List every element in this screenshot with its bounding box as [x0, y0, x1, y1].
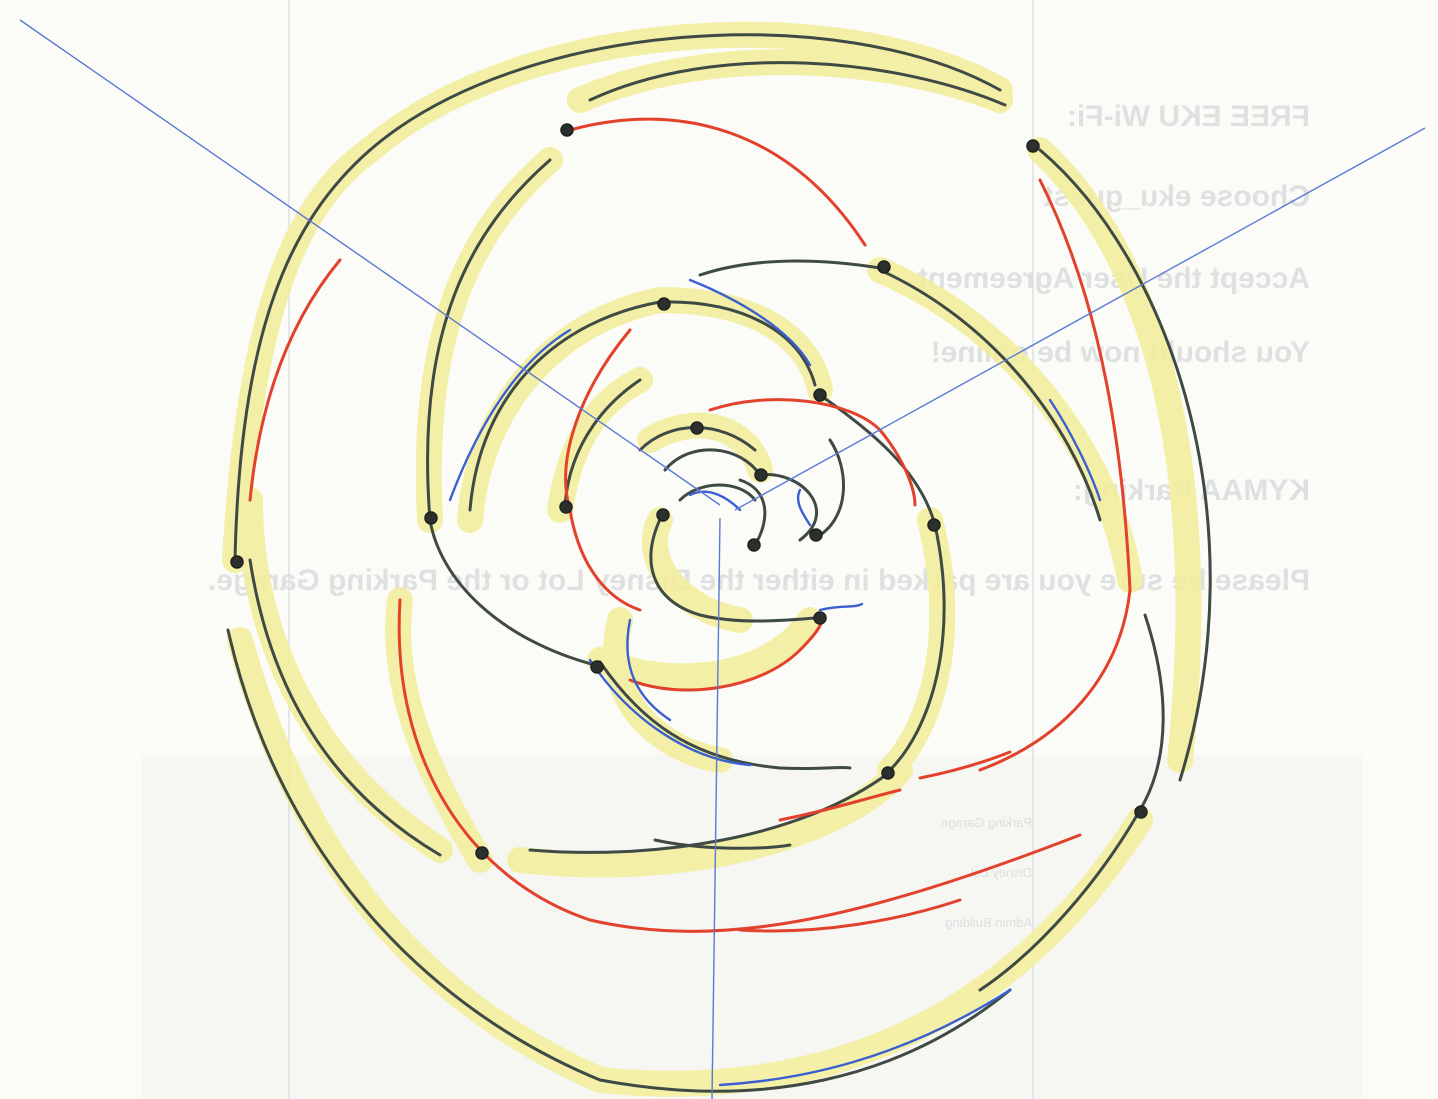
marker-dot — [230, 555, 244, 569]
marker-dot — [813, 611, 827, 625]
marker-dot — [813, 388, 827, 402]
marker-dot — [1134, 805, 1148, 819]
marker-dot — [424, 511, 438, 525]
marker-dot — [475, 846, 489, 860]
blue-pencil-strokes — [448, 278, 1102, 1087]
marker-dot — [877, 260, 891, 274]
marker-dot — [881, 766, 895, 780]
marker-dot — [657, 297, 671, 311]
marker-dot — [656, 508, 670, 522]
marker-dot — [560, 123, 574, 137]
marker-dot — [754, 468, 768, 482]
dark-pencil-strokes — [226, 33, 1212, 1093]
guide-lines-blue — [19, 19, 1426, 1099]
marker-dot — [927, 518, 941, 532]
marker-dot — [1026, 139, 1040, 153]
marker-dot — [590, 660, 604, 674]
marker-dot — [559, 500, 573, 514]
marker-dot — [747, 538, 761, 552]
marker-dot — [690, 421, 704, 435]
marker-dots — [230, 123, 1148, 860]
marker-dot — [809, 528, 823, 542]
